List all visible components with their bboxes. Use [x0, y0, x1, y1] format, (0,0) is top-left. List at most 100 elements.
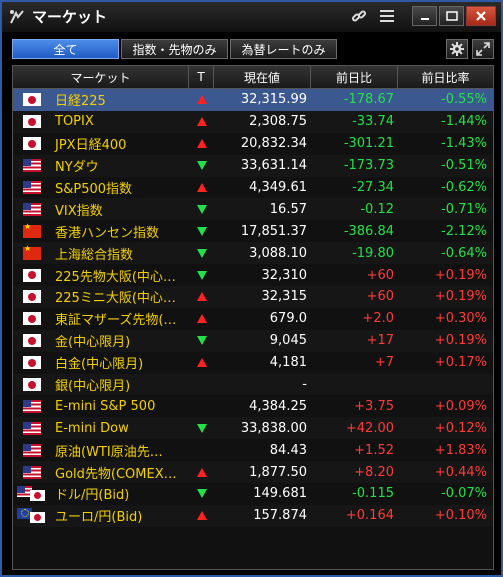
- row-pct: -1.43%: [441, 136, 487, 152]
- flag-jp-icon: [23, 290, 41, 304]
- link-icon[interactable]: [350, 6, 368, 26]
- row-flag: [13, 89, 51, 111]
- row-change: +42.00: [345, 420, 394, 436]
- row-change: [311, 374, 398, 396]
- table-row[interactable]: 日経225 32,315.99 -178.67 -0.55%: [13, 89, 493, 111]
- trend-down-icon: [196, 248, 207, 258]
- trend-down-icon: [196, 489, 207, 499]
- row-price: 157.874: [253, 508, 307, 524]
- row-trend: [189, 308, 214, 330]
- menu-icon[interactable]: [378, 6, 396, 26]
- row-pct: +0.12%: [434, 420, 487, 436]
- row-change: -19.80: [352, 245, 394, 261]
- table-row[interactable]: Gold先物(COMEX… 1,877.50 +8.20 +0.44%: [13, 461, 493, 484]
- flag-jp-icon: [23, 312, 41, 326]
- table-row[interactable]: JPX日経400 20,832.34 -301.21 -1.43%: [13, 133, 493, 155]
- row-pct: -0.64%: [441, 245, 487, 261]
- row-name: 日経225: [55, 94, 106, 110]
- row-change: -178.67: [343, 92, 394, 108]
- row-flag: [13, 133, 51, 155]
- row-flag: [13, 374, 51, 396]
- table-row[interactable]: 原油(WTI原油先… 84.43 +1.52 +1.83%: [13, 439, 493, 461]
- tab-all[interactable]: 全て: [12, 39, 119, 59]
- flag-jp-icon: [23, 115, 41, 129]
- column-header-market[interactable]: マーケット: [13, 66, 189, 88]
- table-row[interactable]: ドル/円(Bid) 149.681 -0.115 -0.07%: [13, 483, 493, 505]
- row-name: 225ミニ大阪(中心…: [55, 291, 176, 307]
- table-row[interactable]: 金(中心限月) 9,045 +17 +0.19%: [13, 329, 493, 352]
- market-table: マーケット T 現在値 前日比 前日比率 日経225 32,315.99 -178.…: [12, 65, 494, 570]
- table-row[interactable]: 銀(中心限月) -: [13, 373, 493, 396]
- row-pct: +0.19%: [434, 267, 487, 283]
- table-row[interactable]: E-mini Dow 33,838.00 +42.00 +0.12%: [13, 417, 493, 440]
- row-price: 16.57: [269, 201, 307, 217]
- row-price: 33,838.00: [240, 420, 307, 436]
- trend-up-icon: [196, 467, 207, 477]
- table-row[interactable]: TOPIX 2,308.75 -33.74 -1.44%: [13, 110, 493, 133]
- row-change: -33.74: [352, 114, 394, 130]
- column-header-change[interactable]: 前日比: [311, 66, 398, 88]
- table-row[interactable]: 白金(中心限月) 4,181 +7 +0.17%: [13, 352, 493, 374]
- row-trend: [189, 395, 214, 417]
- row-name: NYダウ: [55, 160, 99, 176]
- row-change: -386.84: [343, 223, 394, 239]
- column-header-trend[interactable]: T: [189, 66, 214, 88]
- tab-indices-futures[interactable]: 指数・先物のみ: [121, 39, 228, 59]
- row-name: 225先物大阪(中心…: [55, 269, 176, 285]
- flag-jp-icon: [23, 137, 41, 151]
- row-pct: -0.62%: [441, 180, 487, 195]
- column-header-pct[interactable]: 前日比率: [421, 70, 470, 85]
- trend-down-icon: [196, 226, 207, 236]
- table-row[interactable]: 東証マザーズ先物(… 679.0 +2.0 +0.30%: [13, 308, 493, 330]
- table-row[interactable]: 225ミニ大阪(中心… 32,315 +60 +0.19%: [13, 286, 493, 308]
- table-row[interactable]: ユーロ/円(Bid) 157.874 +0.164 +0.10%: [13, 504, 493, 527]
- row-name: ユーロ/円(Bid): [55, 510, 143, 526]
- row-pct: +0.44%: [434, 464, 487, 480]
- table-row[interactable]: 上海総合指数 3,088.10 -19.80 -0.64%: [13, 242, 493, 265]
- flag-jp-icon: [23, 378, 41, 392]
- row-name: JPX日経400: [55, 138, 127, 154]
- row-trend: [189, 242, 214, 264]
- row-flag: [13, 286, 51, 308]
- trend-up-icon: [196, 358, 207, 368]
- row-flag: [13, 352, 51, 374]
- row-trend: [189, 330, 214, 352]
- column-header-price[interactable]: 現在値: [214, 66, 311, 88]
- row-change: +3.75: [354, 398, 394, 414]
- row-trend: [189, 89, 214, 111]
- row-price: 20,832.34: [240, 136, 307, 152]
- table-row[interactable]: 225先物大阪(中心… 32,310 +60 +0.19%: [13, 264, 493, 286]
- tab-fx-rates[interactable]: 為替レートのみ: [230, 39, 337, 59]
- row-change: +2.0: [362, 311, 394, 327]
- row-price: 2,308.75: [249, 114, 307, 130]
- market-app-icon: [10, 10, 24, 24]
- expand-button[interactable]: [472, 39, 494, 59]
- row-flag: [13, 483, 51, 505]
- flag-jp-icon: [30, 489, 45, 501]
- row-price: 9,045: [269, 333, 307, 349]
- row-pct: [398, 374, 493, 396]
- row-flag: [13, 505, 51, 527]
- flag-us-icon: [23, 399, 41, 413]
- settings-button[interactable]: [446, 39, 468, 59]
- row-flag: [13, 461, 51, 483]
- table-row[interactable]: E-mini S&P 500 4,384.25 +3.75 +0.09%: [13, 395, 493, 417]
- flag-jp-icon: [30, 511, 45, 523]
- table-row[interactable]: NYダウ 33,631.14 -173.73 -0.51%: [13, 154, 493, 177]
- row-flag: [13, 417, 51, 439]
- row-price: 4,384.25: [249, 398, 307, 414]
- maximize-button[interactable]: [439, 6, 464, 26]
- trend-down-icon: [196, 204, 207, 214]
- minimize-button[interactable]: [412, 6, 437, 26]
- table-row[interactable]: S&P500指数 4,349.61 -27.34 -0.62%: [13, 177, 493, 199]
- title-bar[interactable]: マーケット: [2, 2, 501, 32]
- flag-us-icon: [23, 202, 41, 216]
- table-row[interactable]: VIX指数 16.57 -0.12 -0.71%: [13, 198, 493, 221]
- row-change: -0.115: [352, 486, 394, 502]
- table-row[interactable]: 香港ハンセン指数 17,851.37 -386.84 -2.12%: [13, 220, 493, 242]
- trend-down-icon: [196, 270, 207, 280]
- close-button[interactable]: [466, 6, 496, 26]
- flag-us-icon: [23, 443, 41, 457]
- row-change: +8.20: [354, 464, 394, 480]
- row-pct: -0.07%: [441, 486, 487, 502]
